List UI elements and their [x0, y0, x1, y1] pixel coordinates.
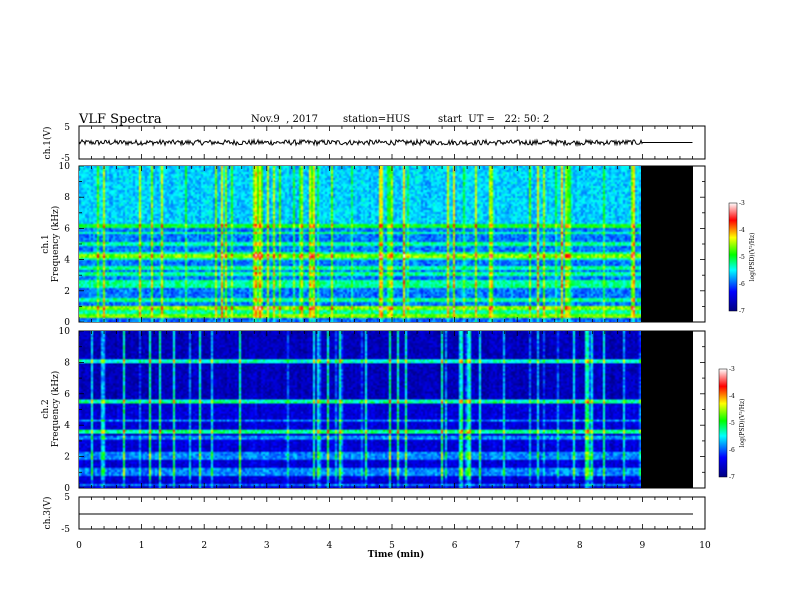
ch3-waveform-panel: 5 -5 ch.3(V) — [42, 493, 706, 535]
frequency-tick-label: 10 — [59, 327, 71, 337]
frequency-tick-label: 4 — [64, 421, 70, 431]
ch1-ylabel: ch.1(V) — [42, 127, 53, 160]
time-tick-label: 4 — [327, 541, 333, 551]
time-tick-label: 6 — [452, 541, 458, 551]
ch2-spec-ylabel-channel: ch.2 — [41, 399, 51, 418]
ch1-spec-ylabel-frequency: Frequency (kHz) — [50, 206, 61, 283]
ch1-spec-ylabel-channel: ch.1 — [41, 234, 51, 253]
frequency-tick-label: 8 — [64, 193, 70, 203]
frequency-tick-label: 0 — [64, 318, 70, 328]
ch2-colorbar: -3 -4 -5 -6 -7 log(PSD)(V²/Hz) — [718, 366, 746, 481]
ch1-ytick-minus5: -5 — [61, 154, 70, 164]
figure-title: VLF Spectra — [79, 112, 162, 127]
frequency-tick-label: 2 — [64, 453, 70, 463]
frequency-tick-label: 0 — [64, 484, 70, 494]
ch1-ytick-5: 5 — [64, 123, 70, 133]
time-tick-label: 5 — [389, 541, 395, 551]
time-tick-label: 0 — [76, 541, 82, 551]
ch2-colorbar-ticks: -3 -4 -5 -6 -7 — [729, 366, 735, 481]
date-label: Nov.9 , 2017 — [251, 114, 318, 125]
ch1-waveform-line — [78, 137, 693, 147]
ch1-colorbar: -3 -4 -5 -6 -7 log(PSD)(V²/Hz) — [728, 200, 756, 315]
ch1-colorbar-label: log(PSD)(V²/Hz) — [749, 233, 756, 282]
ch3-ytick-5: 5 — [64, 493, 70, 503]
colorbar-tick-label: -3 — [739, 200, 745, 207]
colorbar-tick-label: -4 — [739, 227, 745, 234]
frequency-tick-label: 6 — [64, 224, 70, 234]
start-ut-label: start UT = 22: 50: 2 — [438, 114, 550, 125]
ch2-no-data-region — [641, 331, 693, 488]
colorbar-tick-label: -6 — [729, 447, 735, 454]
ch1-frequency-ticks: 0 2 4 6 8 10 — [59, 162, 705, 328]
frequency-tick-label: 4 — [64, 256, 70, 266]
frequency-tick-label: 8 — [64, 358, 70, 368]
colorbar-tick-label: -6 — [739, 281, 745, 288]
colorbar-tick-label: -3 — [729, 366, 735, 373]
time-tick-label: 7 — [514, 541, 520, 551]
ch2-frequency-ticks: 0 2 4 6 8 10 — [59, 327, 705, 494]
time-tick-label: 9 — [640, 541, 646, 551]
frequency-tick-label: 6 — [64, 390, 70, 400]
colorbar-tick-label: -4 — [729, 393, 735, 400]
colorbar-tick-label: -5 — [739, 254, 745, 261]
time-tick-label: 8 — [577, 541, 583, 551]
colorbar-tick-label: -5 — [729, 420, 735, 427]
colorbar-tick-label: -7 — [739, 308, 745, 315]
ch3-ytick-minus5: -5 — [61, 525, 70, 535]
time-tick-label: 3 — [264, 541, 270, 551]
ch2-spec-ylabel-frequency: Frequency (kHz) — [50, 371, 61, 448]
ch2-spectrogram-panel: 0 2 4 6 8 10 ch.2 Frequency (kHz) -3 -4 -5 -6 -7 … — [41, 327, 746, 494]
time-tick-label: 10 — [699, 541, 711, 551]
time-tick-label: 2 — [201, 541, 207, 551]
time-axis: 0 1 2 3 4 5 6 7 8 9 10 — [76, 126, 711, 551]
ch1-colorbar-ticks: -3 -4 -5 -6 -7 — [739, 200, 745, 315]
ch3-ylabel: ch.3(V) — [42, 497, 53, 530]
time-axis-label: Time (min) — [368, 549, 425, 560]
ch1-waveform-panel: 5 -5 ch.1(V) — [42, 123, 706, 164]
ch1-spectrogram-image — [79, 166, 641, 322]
frequency-tick-label: 2 — [64, 287, 70, 297]
time-tick-label: 1 — [139, 541, 145, 551]
ch2-spectrogram-image — [79, 331, 641, 488]
colorbar-tick-label: -7 — [729, 474, 735, 481]
ch1-no-data-region — [641, 166, 693, 322]
ch2-colorbar-label: log(PSD)(V²/Hz) — [739, 399, 746, 448]
station-label: station=HUS — [343, 114, 411, 125]
frequency-tick-label: 10 — [59, 162, 71, 172]
ch1-spectrogram-panel: 0 2 4 6 8 10 ch.1 Frequency (kHz) -3 -4 -5 -6 -7 … — [41, 162, 756, 328]
